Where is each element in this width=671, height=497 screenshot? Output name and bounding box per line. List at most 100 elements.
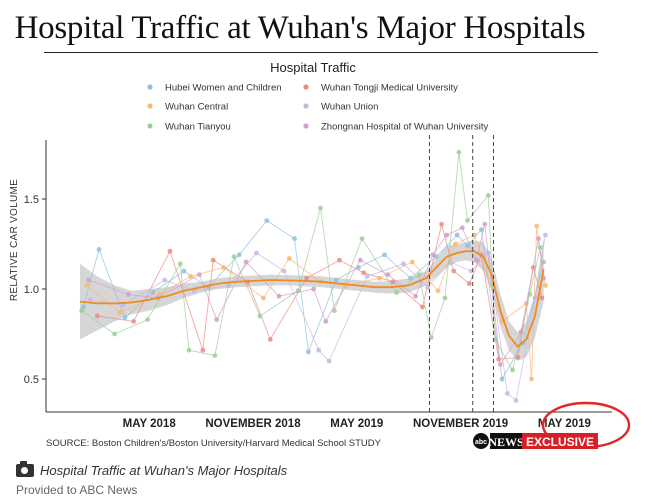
data-point (120, 302, 126, 308)
legend-label: Zhongnan Hospital of Wuhan University (321, 122, 488, 133)
data-point (292, 236, 297, 242)
data-point (200, 347, 206, 353)
exclusive-box (522, 433, 598, 449)
x-tick-label: MAY 2019 (330, 418, 383, 430)
data-point (382, 252, 387, 258)
data-point (331, 308, 337, 313)
data-point (214, 317, 220, 322)
data-point (513, 398, 519, 403)
data-point (543, 283, 548, 288)
exclusive-text: EXCLUSIVE (526, 435, 594, 449)
data-point (162, 277, 168, 283)
data-point (413, 293, 418, 299)
x-tick-label: NOVEMBER 2019 (413, 418, 508, 430)
data-point (442, 295, 448, 301)
data-point (231, 254, 237, 259)
data-point (425, 284, 431, 290)
legend-label: Wuhan Tianyou (165, 122, 231, 133)
data-point (385, 272, 391, 277)
data-point (318, 205, 323, 211)
data-point (84, 283, 90, 288)
camera-icon (16, 461, 34, 477)
x-tick-label: NOVEMBER 2018 (205, 418, 301, 430)
legend-marker (303, 84, 309, 90)
data-point (304, 275, 309, 281)
data-point (286, 256, 292, 261)
y-tick-label: 1.5 (24, 194, 39, 206)
x-tick-label: MAY 2019 (538, 418, 591, 430)
data-point (394, 290, 399, 295)
data-point (408, 275, 413, 281)
data-point (465, 218, 470, 224)
data-point (357, 257, 363, 263)
data-point (364, 274, 370, 279)
legend-marker (147, 123, 153, 129)
data-point (529, 376, 534, 382)
data-point (401, 261, 406, 267)
plot-area: 0.5 1.0 1.5 MAY 2018 NOVEMBER 2018 MAY 2019 N… (24, 135, 612, 430)
data-point (267, 337, 273, 342)
data-point (177, 261, 183, 267)
data-point (254, 250, 259, 256)
y-ticks: 0.5 1.0 1.5 (24, 194, 46, 386)
x-tick-label: MAY 2018 (123, 418, 177, 430)
data-point (428, 335, 434, 340)
data-point (281, 268, 287, 274)
data-point (539, 295, 545, 301)
data-point (451, 268, 457, 274)
data-point (212, 353, 218, 358)
legend: Hubei Women and Children Wuhan Tongji Med… (147, 83, 488, 133)
data-point (453, 241, 458, 247)
caption-text: Hospital Traffic at Wuhan's Major Hospit… (40, 463, 288, 478)
data-point (122, 315, 128, 321)
data-point (86, 277, 92, 283)
data-point (150, 290, 156, 295)
data-point (537, 245, 543, 251)
data-point (466, 281, 472, 286)
hospital-traffic-chart: Hospital Traffic Hubei Women and Childre… (9, 60, 631, 449)
data-point (243, 259, 249, 265)
data-point (186, 347, 192, 353)
data-point (157, 292, 163, 297)
data-point (465, 243, 470, 249)
data-point (125, 292, 131, 297)
data-point (167, 248, 173, 254)
legend-label: Wuhan Tongji Medical University (321, 83, 458, 94)
data-point (359, 236, 365, 242)
data-point (236, 252, 242, 258)
data-point (499, 376, 505, 382)
abc-news-exclusive-logo: abc NEWS EXCLUSIVE (473, 433, 598, 449)
data-point (210, 257, 216, 263)
data-point (456, 149, 462, 155)
y-tick-label: 0.5 (24, 374, 39, 386)
data-point (510, 367, 515, 373)
data-point (482, 221, 488, 227)
confidence-band (80, 236, 544, 361)
data-point (221, 265, 227, 270)
image-credit: Provided to ABC News (16, 483, 138, 497)
data-point (79, 308, 85, 313)
data-point (498, 362, 503, 367)
data-point (188, 274, 194, 279)
legend-label: Wuhan Union (321, 102, 378, 113)
y-tick-label: 1.0 (24, 284, 39, 296)
data-point (435, 288, 441, 294)
legend-label: Wuhan Central (165, 102, 228, 113)
headline: Hospital Traffic at Wuhan's Major Hospit… (14, 10, 586, 46)
legend-marker (147, 103, 153, 109)
trend-line (79, 250, 545, 348)
data-point (515, 355, 521, 360)
legend-marker (303, 123, 309, 129)
news-box (490, 433, 522, 449)
confidence-band-layer (80, 236, 544, 361)
data-point (316, 347, 322, 353)
news-text: NEWS (488, 435, 524, 449)
data-point (276, 293, 282, 299)
data-point (518, 329, 524, 335)
data-point (361, 270, 367, 276)
data-point (333, 277, 339, 283)
data-point (112, 331, 117, 337)
data-point (416, 272, 422, 277)
y-axis-label: RELATIVE CAR VOLUME (9, 179, 20, 301)
data-point (430, 252, 436, 258)
